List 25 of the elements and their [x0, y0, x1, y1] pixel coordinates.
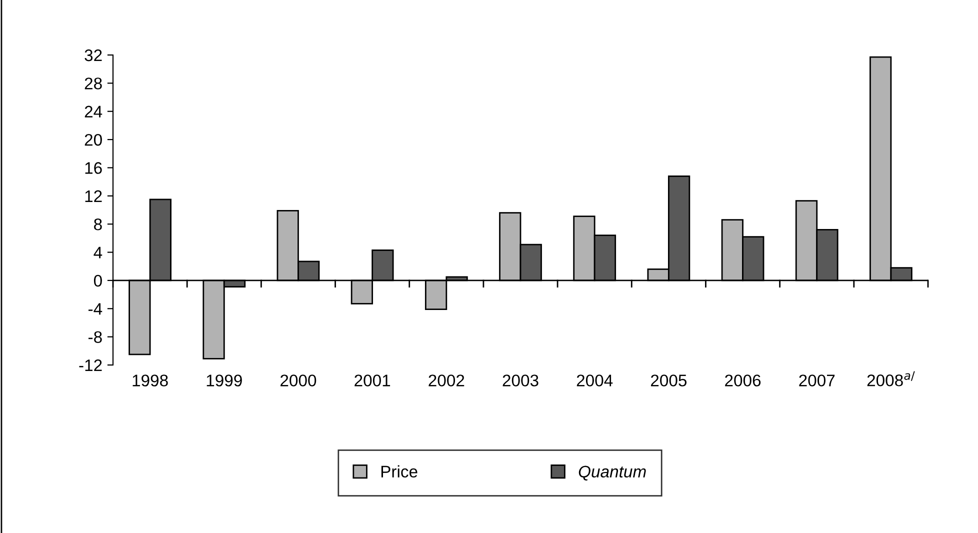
y-tick-label: 24 — [84, 106, 102, 118]
x-tick-label: 2005 — [650, 374, 687, 386]
x-tick-label: 2008$^{a/}$ — [867, 371, 915, 386]
x-tick-label: 2007 — [799, 374, 835, 386]
y-tick-label: 32 — [84, 49, 102, 62]
y-tick-label: -4 — [88, 303, 102, 315]
y-tick-label: 0 — [94, 274, 102, 287]
x-tick-label: 2003 — [502, 374, 538, 386]
x-tick-label: 2002 — [428, 374, 464, 386]
x-tick-label: 2001 — [354, 374, 390, 386]
y-tick-label: 4 — [94, 246, 102, 258]
y-tick-label: 8 — [94, 218, 102, 230]
legend-label: Price — [381, 465, 418, 478]
x-tick-label: 1999 — [206, 374, 242, 386]
x-tick-label: 2006 — [725, 374, 761, 386]
y-tick-label: 20 — [84, 134, 102, 146]
y-tick-label: 12 — [85, 190, 102, 202]
y-tick-label: -12 — [79, 359, 102, 372]
y-tick-label: 16 — [85, 162, 102, 174]
legend-label: Quantum — [578, 466, 646, 481]
y-tick-label: 28 — [84, 78, 102, 90]
y-tick-label: -8 — [88, 331, 102, 344]
x-tick-label: 1998 — [132, 374, 168, 386]
x-tick-label: 2004 — [576, 374, 613, 386]
x-tick-label: 2000 — [280, 374, 316, 386]
